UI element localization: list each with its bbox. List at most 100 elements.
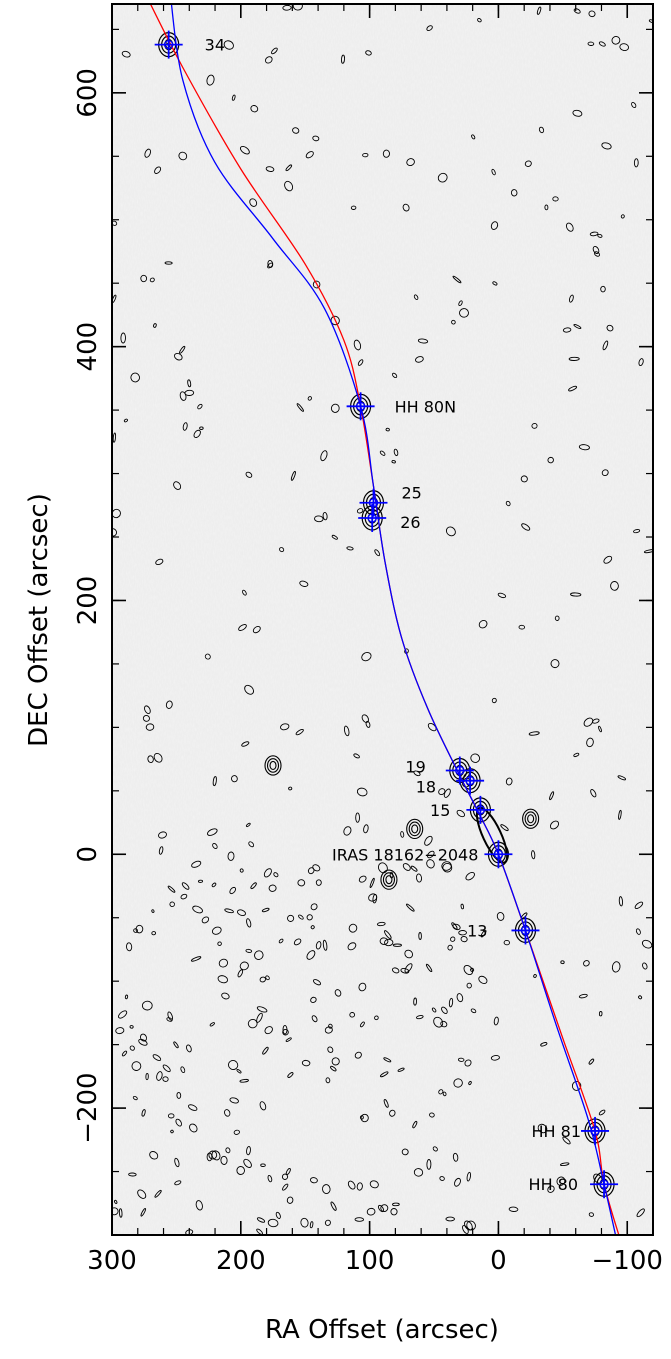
contour [236, 1069, 242, 1074]
contour [571, 1080, 582, 1091]
contour [369, 1180, 379, 1189]
knot-contour [408, 821, 421, 837]
contour [247, 1018, 258, 1029]
contour [239, 1078, 249, 1083]
contour [173, 481, 182, 490]
contour [186, 1044, 192, 1053]
contour [260, 1163, 266, 1167]
contour [460, 903, 465, 910]
contour [466, 1220, 476, 1231]
contour [638, 358, 644, 367]
contour [327, 1046, 334, 1053]
contour [130, 372, 140, 383]
contour [129, 1045, 135, 1051]
contour [140, 1208, 147, 1217]
contour [565, 222, 574, 232]
contour [211, 882, 217, 888]
contour [464, 1220, 473, 1231]
contour [568, 385, 578, 392]
contour [401, 1148, 409, 1156]
contour [237, 909, 246, 917]
contour [141, 1109, 146, 1117]
contour [492, 281, 498, 286]
knot-contour [524, 811, 537, 827]
contour [180, 893, 188, 900]
contour [290, 470, 296, 481]
contour [392, 1202, 400, 1207]
contour [239, 868, 244, 873]
contour [462, 1225, 469, 1234]
contour [643, 549, 653, 554]
y-tick-label: −200 [73, 1072, 103, 1143]
plot-frame [111, 3, 654, 1236]
contour [416, 1015, 424, 1020]
contour [355, 812, 360, 823]
contour [124, 994, 129, 1000]
contour [598, 1109, 606, 1116]
contour [256, 1006, 268, 1013]
contour [617, 775, 627, 781]
contour [377, 862, 388, 874]
knot-contour [264, 755, 282, 776]
contour [149, 1151, 159, 1160]
contour [264, 56, 273, 64]
contour [191, 860, 202, 868]
contour [350, 205, 357, 210]
contour [641, 939, 653, 949]
contour [145, 1073, 149, 1081]
contour [284, 180, 294, 192]
marker-circle [455, 765, 465, 776]
contour [162, 1076, 169, 1082]
contour [223, 40, 234, 50]
contour [456, 809, 466, 818]
contour [568, 356, 580, 361]
contour [144, 705, 151, 714]
contour [262, 1046, 269, 1055]
contour [279, 547, 285, 553]
contour [246, 1145, 251, 1156]
contour [478, 620, 488, 629]
contour [465, 872, 475, 881]
contour [140, 1033, 147, 1042]
contour [178, 151, 188, 161]
contour [562, 1136, 571, 1145]
contour [246, 918, 252, 928]
contour [174, 1157, 180, 1168]
contour [154, 166, 162, 174]
contour [330, 1065, 337, 1072]
contour [295, 728, 304, 736]
contour [588, 1212, 595, 1217]
contour [331, 1057, 340, 1066]
contour [212, 843, 218, 849]
contour [374, 1015, 379, 1021]
contour [500, 824, 509, 832]
contour [631, 102, 637, 108]
contour [310, 996, 317, 1003]
contour [549, 791, 555, 801]
contour [121, 1050, 128, 1057]
contour [464, 1059, 472, 1067]
contour [142, 715, 150, 722]
source-label: 18 [416, 778, 436, 797]
contour [547, 1185, 555, 1193]
contour [611, 35, 621, 45]
contour [173, 1041, 179, 1049]
contour [138, 1038, 148, 1046]
contour [271, 47, 278, 55]
contour [299, 580, 309, 587]
contour [524, 160, 532, 167]
contour [432, 1146, 438, 1152]
contour [603, 555, 613, 564]
contour [239, 961, 249, 971]
contour [510, 189, 518, 197]
contour [454, 1177, 461, 1187]
contour [505, 500, 511, 507]
contour [433, 1016, 444, 1028]
contour [633, 529, 641, 534]
contour [153, 752, 163, 763]
knot-contour [269, 760, 277, 770]
marker-circle [520, 925, 531, 936]
contour [619, 43, 630, 51]
marker-circle [368, 498, 379, 508]
contour [229, 1097, 239, 1104]
